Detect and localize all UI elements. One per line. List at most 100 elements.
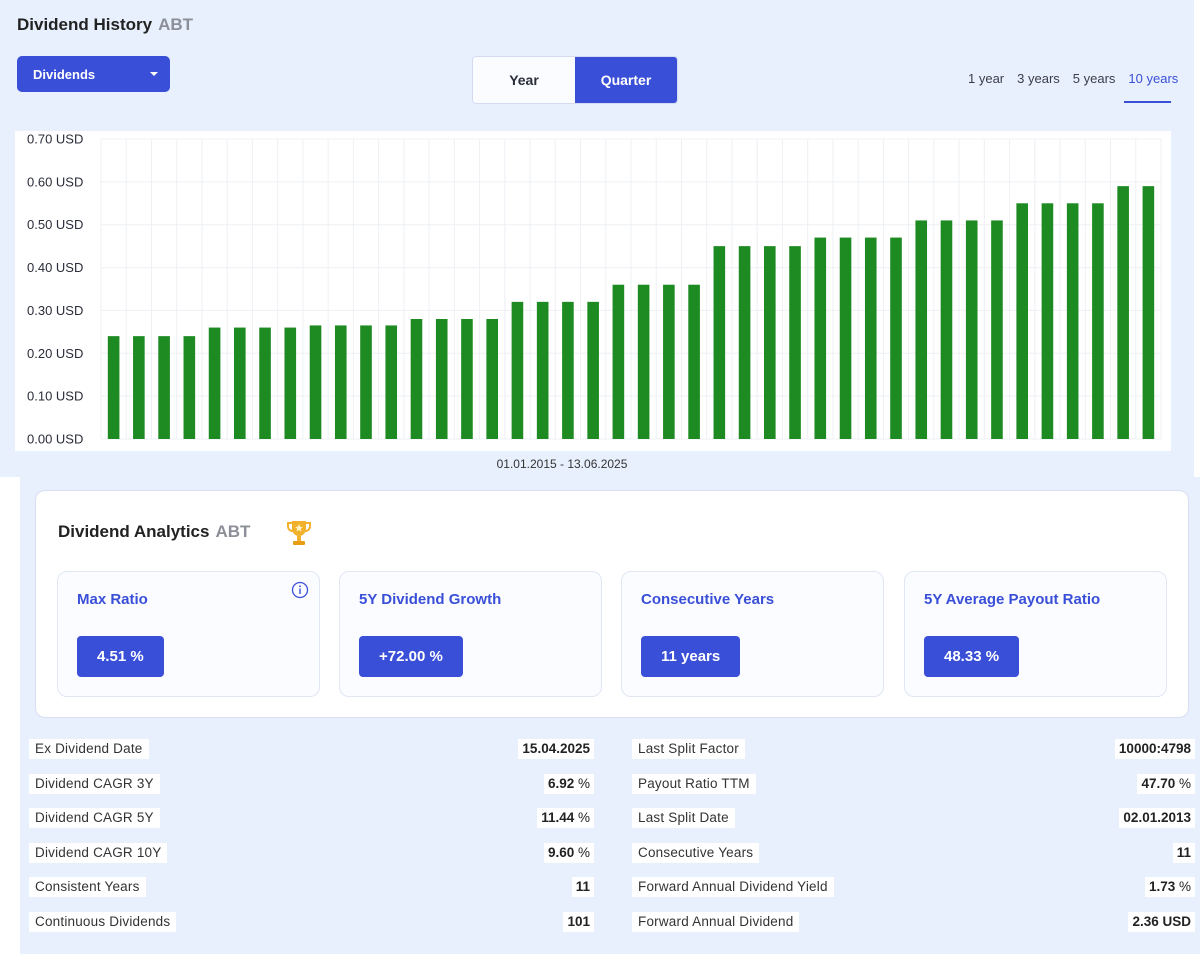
range-5-years[interactable]: 5 years xyxy=(1072,71,1116,86)
chart-bar[interactable] xyxy=(814,237,827,439)
chart-bar[interactable] xyxy=(1117,186,1129,439)
stat-value: 2.36 USD xyxy=(1128,912,1195,932)
stat-value: 11 xyxy=(571,877,594,897)
range-10-years[interactable]: 10 years xyxy=(1128,71,1179,86)
chart-bar[interactable] xyxy=(486,319,498,439)
chart-bar[interactable] xyxy=(183,336,196,439)
chart-bar[interactable] xyxy=(1092,203,1104,439)
metric-label: 5Y Average Payout Ratio xyxy=(924,591,1101,608)
metric-consecutive-years: Consecutive Years 11 years xyxy=(621,571,884,697)
chart-date-range: 01.01.2015 - 13.06.2025 xyxy=(496,457,628,471)
range-active-underline xyxy=(1124,101,1171,103)
stat-dividend-cagr-5y: Dividend CAGR 5Y 11.44 % xyxy=(29,808,594,828)
stat-key: Dividend CAGR 5Y xyxy=(29,808,160,828)
chart-bar[interactable] xyxy=(1016,203,1028,439)
stat-forward-annual-dividend-yield: Forward Annual Dividend Yield 1.73 % xyxy=(632,877,1195,897)
stat-key: Dividend CAGR 10Y xyxy=(29,843,168,863)
chart-bar[interactable] xyxy=(764,246,776,439)
chart-bar[interactable] xyxy=(864,237,877,439)
stat-value: 47.70 % xyxy=(1137,774,1195,794)
chart-bar[interactable] xyxy=(1041,203,1054,439)
y-tick-label: 0.40 USD xyxy=(27,260,83,275)
stat-value: 10000:4798 xyxy=(1114,739,1195,759)
stat-value: 1.73 % xyxy=(1144,877,1195,897)
chart-bar[interactable] xyxy=(511,301,524,439)
toggle-quarter-button[interactable]: Quarter xyxy=(575,57,677,103)
analytics-title-text: Dividend Analytics xyxy=(58,522,210,541)
chart-bar[interactable] xyxy=(158,336,170,439)
stat-value: 02.01.2013 xyxy=(1119,808,1195,828)
stat-value: 9.60 % xyxy=(543,843,594,863)
metric-value-badge: 4.51 % xyxy=(77,636,164,677)
chart-bar[interactable] xyxy=(587,301,599,439)
chart-bar[interactable] xyxy=(612,284,625,439)
analytics-ticker: ABT xyxy=(215,522,251,541)
chart-bar[interactable] xyxy=(259,327,271,439)
dropdown-selected-label: Dividends xyxy=(33,66,96,82)
stat-value: 11 xyxy=(1172,843,1195,863)
chart-bar[interactable] xyxy=(1066,203,1079,439)
dividend-analytics-card: Dividend Analytics ABT Max Ratio 4.51 % 5… xyxy=(35,490,1189,718)
chart-svg: 0.70 USD 0.60 USD 0.50 USD 0.40 USD 0.30 USD… xyxy=(27,132,1162,447)
chart-bar[interactable] xyxy=(940,220,953,439)
chart-bar[interactable] xyxy=(435,319,448,439)
range-selector: 1 year 3 years 5 years 10 years xyxy=(968,71,1178,86)
chart-bar[interactable] xyxy=(738,246,751,439)
chart-bar[interactable] xyxy=(915,220,928,439)
chart-bar[interactable] xyxy=(208,327,221,439)
period-toggle: Year Quarter xyxy=(472,56,678,104)
chart-bar[interactable] xyxy=(663,284,675,439)
info-icon[interactable] xyxy=(291,581,309,599)
range-3-years[interactable]: 3 years xyxy=(1017,71,1060,86)
stat-continuous-dividends: Continuous Dividends 101 xyxy=(29,912,594,932)
chart-bar[interactable] xyxy=(965,220,978,439)
chart-bar[interactable] xyxy=(713,246,726,439)
stat-consistent-years: Consistent Years 11 xyxy=(29,877,594,897)
y-tick-label: 0.00 USD xyxy=(27,432,83,447)
chart-bar[interactable] xyxy=(789,246,801,439)
page-title: Dividend History ABT xyxy=(17,15,193,35)
stat-key: Consecutive Years xyxy=(632,843,760,863)
chart-bar[interactable] xyxy=(133,336,145,439)
toggle-year-button[interactable]: Year xyxy=(473,57,575,103)
metric-label: 5Y Dividend Growth xyxy=(359,591,502,608)
chart-bar[interactable] xyxy=(688,284,700,439)
y-tick-label: 0.70 USD xyxy=(27,132,83,147)
chart-bar[interactable] xyxy=(410,319,423,439)
chart-bar[interactable] xyxy=(284,327,297,439)
stat-key: Last Split Factor xyxy=(632,739,745,759)
y-tick-label: 0.60 USD xyxy=(27,174,83,189)
chart-bar[interactable] xyxy=(839,237,852,439)
chart-bar[interactable] xyxy=(536,301,549,439)
chart-bar[interactable] xyxy=(309,325,322,439)
stat-consecutive-years: Consecutive Years 11 xyxy=(632,843,1195,863)
page-title-text: Dividend History xyxy=(17,15,153,34)
stat-key: Payout Ratio TTM xyxy=(632,774,756,794)
y-tick-label: 0.50 USD xyxy=(27,217,83,232)
chart-bar[interactable] xyxy=(234,327,246,439)
chart-bar[interactable] xyxy=(461,319,473,439)
range-1-year[interactable]: 1 year xyxy=(968,71,1005,86)
stat-key: Forward Annual Dividend Yield xyxy=(632,877,834,897)
metric-dropdown[interactable]: Dividends xyxy=(17,56,170,92)
chart-bar[interactable] xyxy=(890,237,902,439)
stat-value: 11.44 % xyxy=(537,808,594,828)
y-tick-label: 0.10 USD xyxy=(27,389,83,404)
chart-bar[interactable] xyxy=(334,325,347,439)
metric-5y-dividend-growth: 5Y Dividend Growth +72.00 % xyxy=(339,571,602,697)
chart-bar[interactable] xyxy=(1142,186,1155,439)
analytics-title: Dividend Analytics ABT xyxy=(58,522,250,542)
chart-bar[interactable] xyxy=(562,301,574,439)
chart-bar[interactable] xyxy=(991,220,1003,439)
stat-payout-ratio-ttm: Payout Ratio TTM 47.70 % xyxy=(632,774,1195,794)
chevron-down-icon xyxy=(150,72,158,76)
stat-value: 6.92 % xyxy=(543,774,594,794)
stat-dividend-cagr-10y: Dividend CAGR 10Y 9.60 % xyxy=(29,843,594,863)
stat-dividend-cagr-3y: Dividend CAGR 3Y 6.92 % xyxy=(29,774,594,794)
chart-bar[interactable] xyxy=(107,336,120,439)
chart-bar[interactable] xyxy=(637,284,650,439)
chart-bar[interactable] xyxy=(385,325,398,439)
stat-key: Forward Annual Dividend xyxy=(632,912,800,932)
metric-5y-average-payout-ratio: 5Y Average Payout Ratio 48.33 % xyxy=(904,571,1167,697)
chart-bar[interactable] xyxy=(360,325,372,439)
